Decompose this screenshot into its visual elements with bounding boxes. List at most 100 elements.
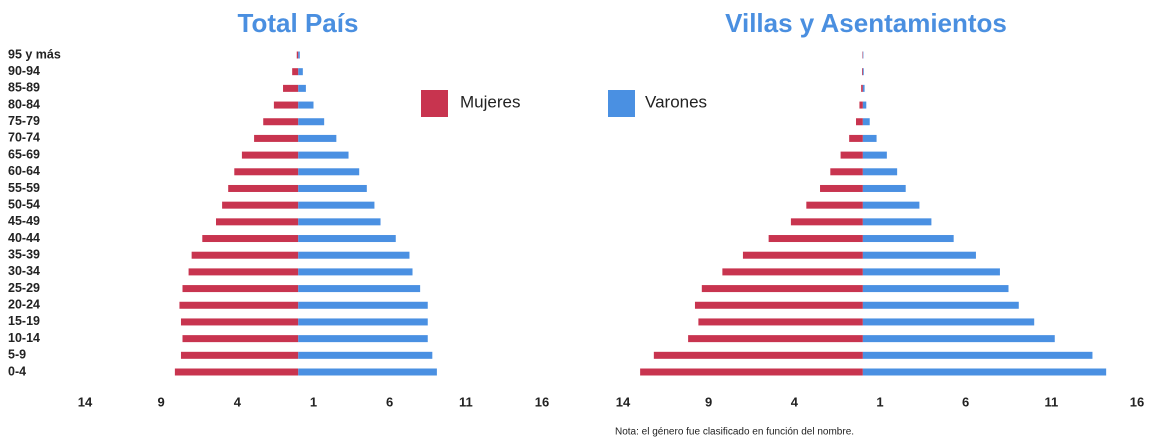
bar: [241, 151, 299, 159]
category-label: 50-54: [8, 197, 40, 211]
bar: [694, 301, 863, 309]
bar: [263, 118, 299, 126]
bar: [698, 318, 863, 326]
bar: [862, 335, 1055, 343]
legend-label: Mujeres: [460, 92, 520, 111]
bar: [862, 235, 954, 243]
bar: [862, 118, 870, 126]
bar: [861, 84, 863, 92]
category-label: 70-74: [8, 131, 40, 145]
bar: [180, 351, 299, 359]
bar: [849, 134, 863, 142]
x-tick-label: 9: [158, 394, 165, 409]
bar: [298, 368, 437, 376]
bar: [790, 218, 863, 226]
bar: [862, 268, 1000, 276]
bar: [298, 118, 325, 126]
category-label: 40-44: [8, 231, 40, 245]
bar: [862, 168, 898, 176]
bar: [768, 235, 863, 243]
bar: [182, 335, 299, 343]
bar: [862, 218, 932, 226]
bar: [191, 251, 299, 259]
bar: [856, 118, 863, 126]
bar: [283, 84, 299, 92]
bar: [298, 168, 360, 176]
category-label: 0-4: [8, 364, 26, 378]
bar: [862, 201, 920, 209]
legend-label: Varones: [645, 92, 707, 111]
category-label: 60-64: [8, 164, 40, 178]
bar: [862, 134, 877, 142]
bar: [862, 251, 976, 259]
bar: [298, 251, 410, 259]
x-tick-label: 6: [962, 394, 969, 409]
bar: [862, 84, 865, 92]
bar: [174, 368, 299, 376]
category-label: 75-79: [8, 114, 40, 128]
bar: [292, 68, 299, 76]
bar: [840, 151, 863, 159]
bar: [862, 68, 864, 76]
bar: [202, 235, 299, 243]
bar: [228, 184, 299, 192]
x-tick-label: 1: [876, 394, 883, 409]
bar: [862, 51, 863, 59]
category-label: 35-39: [8, 248, 40, 262]
bar: [862, 285, 1009, 293]
bar: [862, 368, 1107, 376]
x-tick-label: 11: [459, 394, 473, 409]
x-tick-label: 4: [791, 394, 799, 409]
x-tick-label: 11: [1044, 394, 1058, 409]
category-label: 10-14: [8, 331, 40, 345]
category-label: 65-69: [8, 147, 40, 161]
bar: [254, 134, 299, 142]
bar: [298, 201, 375, 209]
bar: [862, 51, 864, 59]
bar: [180, 318, 299, 326]
bar: [234, 168, 299, 176]
bar: [298, 301, 428, 309]
category-label: 55-59: [8, 181, 40, 195]
bar: [296, 51, 299, 59]
x-tick-label: 9: [705, 394, 712, 409]
category-label: 25-29: [8, 281, 40, 295]
category-label: 90-94: [8, 64, 40, 78]
x-tick-label: 16: [535, 394, 549, 409]
bar: [830, 168, 863, 176]
bar: [701, 285, 863, 293]
bar: [216, 218, 299, 226]
chart-title: Total País: [238, 8, 359, 38]
bar: [298, 68, 303, 76]
bar: [298, 151, 349, 159]
chart-title: Villas y Asentamientos: [725, 8, 1007, 38]
x-tick-label: 4: [234, 394, 242, 409]
note: Nota: el género fue clasificado en funci…: [615, 427, 854, 438]
bar: [806, 201, 863, 209]
bar: [182, 285, 299, 293]
category-label: 15-19: [8, 314, 40, 328]
x-tick-label: 6: [386, 394, 393, 409]
bar: [862, 151, 887, 159]
bar: [862, 301, 1019, 309]
bar: [862, 351, 1093, 359]
category-label: 80-84: [8, 97, 40, 111]
bar: [222, 201, 299, 209]
bar: [298, 101, 314, 109]
bar: [862, 318, 1035, 326]
bar: [859, 101, 863, 109]
bar: [298, 285, 421, 293]
x-tick-label: 14: [616, 394, 631, 409]
category-label: 30-34: [8, 264, 40, 278]
bar: [722, 268, 863, 276]
bar: [179, 301, 299, 309]
bar: [298, 51, 300, 59]
bar: [298, 235, 396, 243]
bar: [653, 351, 863, 359]
bar: [298, 84, 306, 92]
bar: [862, 101, 867, 109]
category-label: 95 y más: [8, 47, 61, 61]
x-tick-label: 1: [310, 394, 317, 409]
category-label: 85-89: [8, 81, 40, 95]
